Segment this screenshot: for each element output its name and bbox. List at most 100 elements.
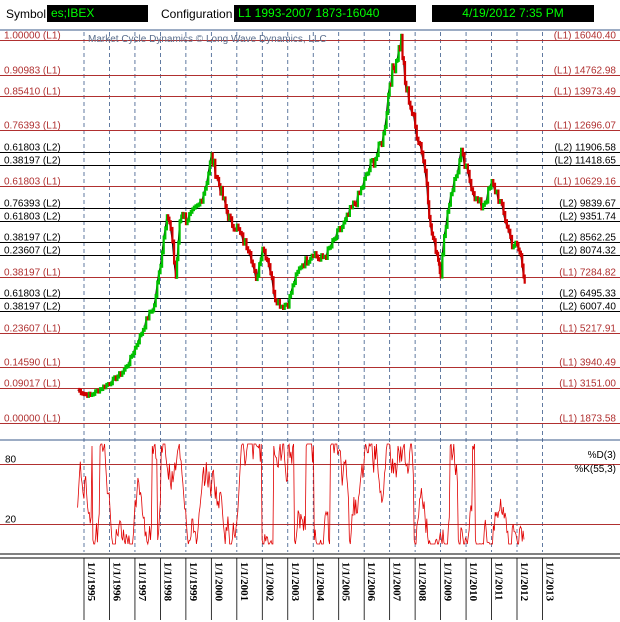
down-bar (231, 216, 234, 228)
down-bar (347, 212, 350, 217)
up-bar (138, 333, 141, 345)
up-bar (334, 236, 337, 242)
up-bar (313, 251, 316, 259)
down-bar (97, 388, 100, 394)
down-bar (221, 185, 224, 201)
down-bar (504, 211, 507, 224)
down-bar (321, 253, 324, 260)
down-bar (422, 150, 425, 164)
up-bar (289, 290, 293, 299)
level-label-right: (L2) 8562.25 (559, 233, 616, 244)
down-bar (84, 392, 87, 397)
up-bar (205, 181, 208, 191)
up-bar (159, 263, 162, 275)
up-bar (106, 382, 110, 387)
configuration-field[interactable]: L1 1993-2007 1873-16040 (234, 5, 416, 22)
symbol-field[interactable]: es;IBEX (47, 5, 148, 22)
up-bar (304, 256, 307, 269)
down-bar (171, 226, 174, 244)
down-bar (358, 190, 361, 196)
up-bar (443, 234, 446, 257)
down-bar (415, 124, 418, 141)
up-bar (374, 157, 377, 168)
up-bar (356, 190, 359, 208)
down-bar (409, 100, 412, 110)
x-tick-label: 1/1/1996 (111, 562, 123, 602)
up-bar (87, 391, 90, 398)
down-bar (439, 270, 442, 279)
up-bar (371, 158, 374, 163)
down-bar (393, 65, 396, 74)
up-bar (332, 237, 336, 243)
level-label-right: (L1) 5217.91 (559, 324, 616, 335)
up-bar (449, 192, 452, 207)
up-bar (363, 176, 366, 189)
down-bar (248, 249, 251, 255)
up-bar (369, 158, 372, 173)
up-bar (127, 362, 130, 369)
up-bar (453, 177, 456, 193)
up-bar (280, 304, 283, 309)
down-bar (89, 391, 92, 397)
up-bar (135, 343, 138, 350)
level-label-right: (L2) 11418.65 (554, 156, 616, 167)
down-bar (473, 191, 476, 202)
up-bar (456, 170, 459, 179)
up-bar (448, 202, 451, 214)
level-label-right: (L1) 16040.40 (554, 31, 617, 42)
level-label-left: 0.14590 (L1) (4, 358, 61, 369)
down-bar (114, 375, 117, 382)
up-bar (199, 198, 202, 207)
level-label-right: (L1) 13973.49 (554, 87, 617, 98)
down-bar (78, 387, 81, 393)
x-tick-label: 1/1/2003 (289, 562, 301, 602)
up-bar (102, 384, 105, 391)
x-tick-label: 1/1/2013 (544, 562, 556, 602)
down-bar (463, 152, 466, 169)
fibonacci-levels: 1.00000 (L1) (L1) 16040.40 0.90983 (L1) (L1… (0, 31, 620, 425)
down-bar (239, 227, 242, 235)
oscillator-level-label: 80 (5, 455, 17, 466)
x-tick-label: 1/1/1997 (136, 562, 148, 602)
symbol-label: Symbol (6, 7, 47, 21)
level-label-left: 0.90983 (L1) (4, 66, 61, 77)
down-bar (403, 61, 407, 85)
down-bar (250, 251, 253, 264)
down-bar (302, 263, 305, 269)
up-bar (387, 92, 390, 115)
up-bar (189, 209, 192, 217)
up-bar (485, 199, 488, 205)
down-bar (253, 263, 256, 273)
up-bar (307, 259, 310, 266)
up-bar (100, 387, 103, 392)
down-bar (274, 289, 277, 303)
up-bar (309, 256, 312, 264)
up-bar (129, 354, 132, 367)
down-bar (519, 250, 522, 257)
down-bar (214, 158, 217, 179)
down-bar (468, 169, 471, 183)
up-bar (478, 197, 481, 204)
up-bar (126, 364, 129, 369)
down-bar (435, 249, 438, 256)
oscillator-level-label: 20 (5, 515, 17, 526)
x-tick-label: 1/1/2007 (391, 562, 403, 602)
datetime-field: 4/19/2012 7:35 PM (432, 5, 594, 22)
down-bar (417, 136, 420, 145)
up-bar (285, 302, 288, 307)
x-axis: 1/1/1995 1/1/1996 1/1/1997 1/1/1998 1/1/1999… (85, 562, 556, 602)
down-bar (81, 391, 84, 396)
down-bar (437, 251, 440, 262)
down-bar (215, 174, 218, 179)
level-label-left: 0.61803 (L2) (4, 289, 61, 300)
up-bar (143, 325, 146, 332)
x-tick-label: 1/1/2000 (212, 562, 224, 602)
up-bar (212, 158, 216, 167)
up-bar (259, 257, 262, 267)
level-label-right: (L1) 10629.16 (554, 177, 617, 188)
up-bar (460, 147, 463, 163)
down-bar (317, 254, 320, 262)
down-bar (493, 182, 497, 195)
up-bar (344, 217, 347, 225)
down-bar (237, 223, 240, 232)
